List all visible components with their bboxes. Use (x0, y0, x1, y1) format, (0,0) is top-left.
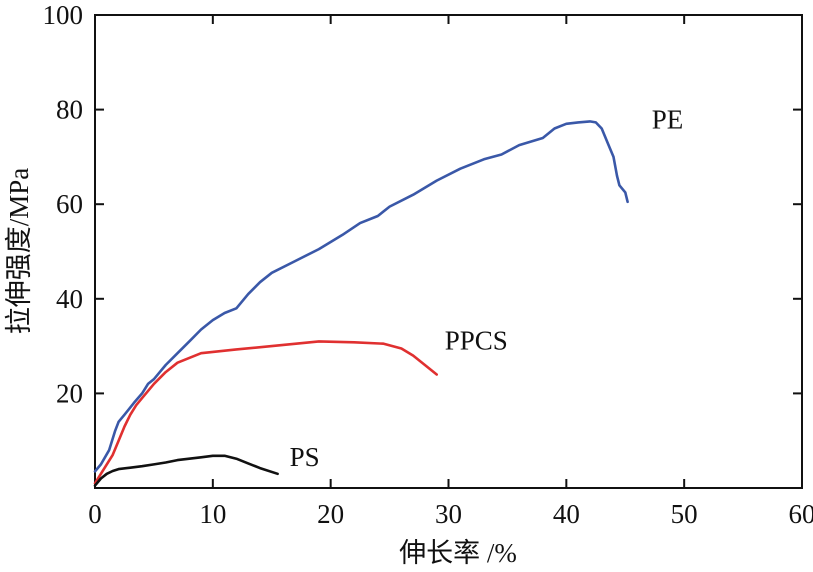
y-tick-label: 60 (56, 189, 83, 219)
y-axis-title: 拉伸强度/MPa (4, 168, 34, 335)
tick-marks (94, 14, 803, 488)
x-tick-label: 50 (671, 499, 698, 529)
tick-labels: 0 10 20 30 40 50 60 20 40 60 80 100 (43, 0, 813, 529)
y-tick-label: 100 (43, 0, 84, 30)
series-labels: PE PPCS PS (290, 104, 684, 471)
x-tick-label: 10 (199, 499, 226, 529)
x-tick-label: 60 (789, 499, 813, 529)
series-line-pe (93, 120, 629, 473)
y-tick-label: 80 (56, 95, 83, 125)
series-line-ps (93, 454, 279, 487)
series-label-ppcs: PPCS (445, 325, 508, 355)
x-tick-label: 30 (435, 499, 462, 529)
series-label-ps: PS (290, 442, 320, 472)
series-line-ppcs (93, 340, 439, 485)
x-tick-label: 40 (553, 499, 580, 529)
y-tick-label: 20 (56, 378, 83, 408)
x-axis-title: 伸长率 /% (399, 538, 517, 568)
plot-frame (94, 14, 803, 489)
y-tick-label: 40 (56, 284, 83, 314)
x-tick-label: 0 (88, 499, 102, 529)
series-lines (93, 120, 629, 487)
series-label-pe: PE (652, 104, 684, 134)
x-tick-label: 20 (317, 499, 344, 529)
